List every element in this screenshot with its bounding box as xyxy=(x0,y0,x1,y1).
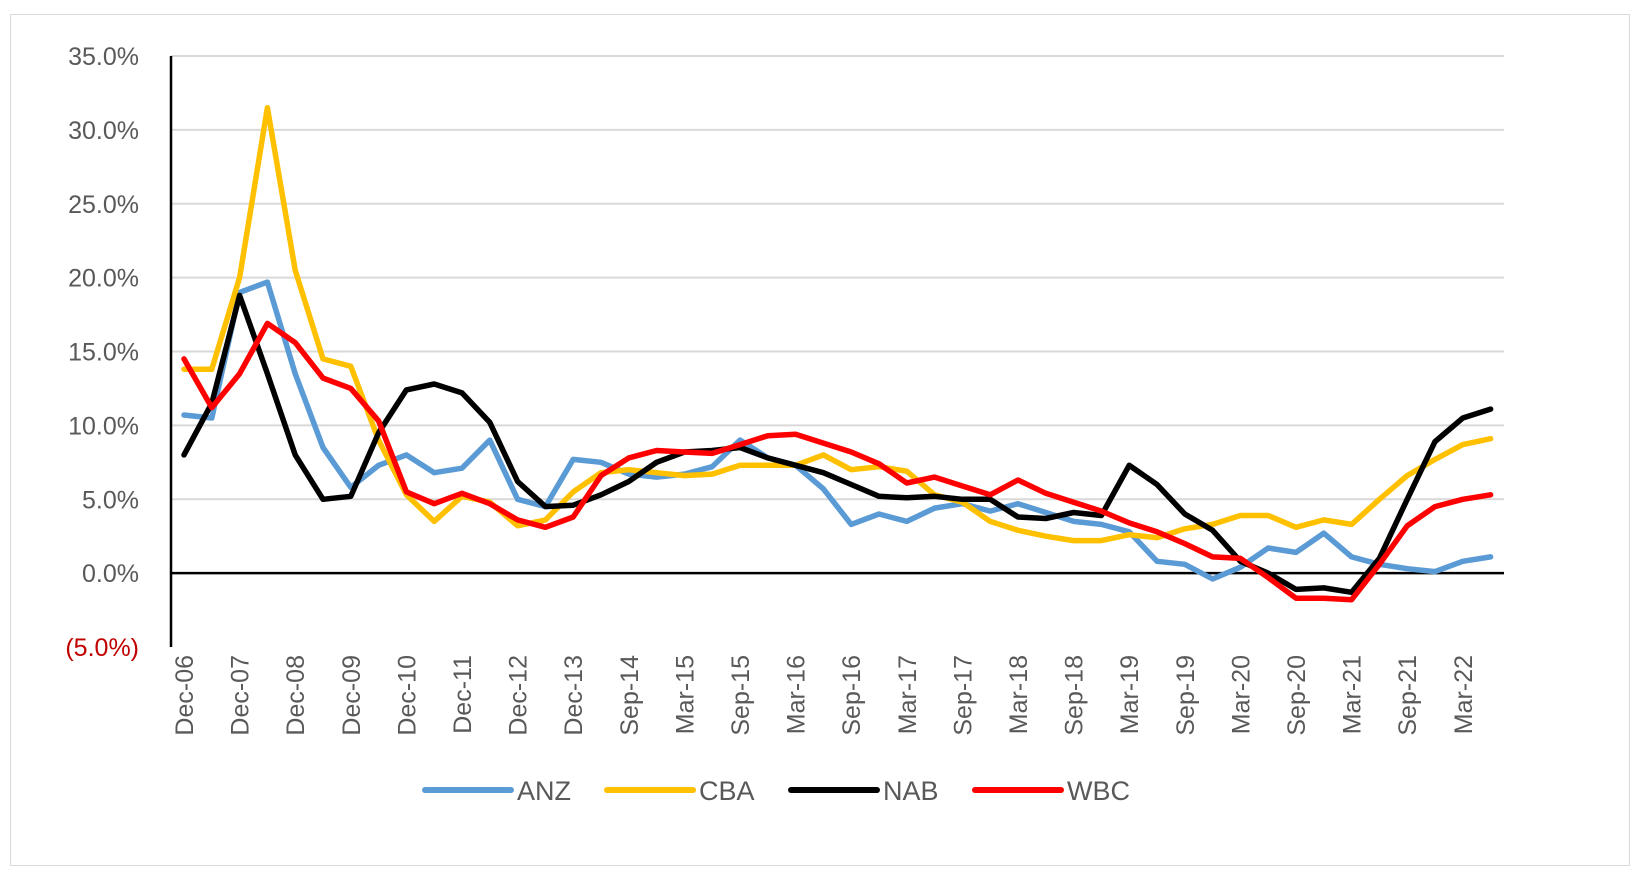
x-tick-label: Sep-19 xyxy=(1172,655,1200,736)
x-tick-label: Mar-21 xyxy=(1339,655,1367,734)
x-tick-label: Mar-22 xyxy=(1450,655,1478,734)
legend-label-anz: ANZ xyxy=(517,776,571,806)
x-tick-label: Dec-12 xyxy=(505,655,533,736)
x-tick-label: Mar-20 xyxy=(1227,655,1255,734)
x-tick-label: Mar-19 xyxy=(1116,655,1144,734)
x-tick-label: Dec-07 xyxy=(227,655,255,736)
x-tick-label: Sep-21 xyxy=(1394,655,1422,736)
legend: ANZ CBA NAB WBC xyxy=(422,776,1130,806)
y-tick-label: 5.0% xyxy=(82,486,139,514)
line-chart: 35.0% 30.0% 25.0% 20.0% 15.0% 10.0% 5.0% 0.0% (5… xyxy=(65,43,1504,806)
series-lines xyxy=(181,104,1494,603)
series-line-wbc xyxy=(181,320,1494,603)
x-axis-tick-labels: Dec-06 Dec-07 Dec-08 Dec-09 Dec-10 Dec-11 Dec-… xyxy=(171,655,1478,736)
x-tick-label: Dec-09 xyxy=(338,655,366,736)
y-tick-label: 15.0% xyxy=(68,339,139,367)
x-tick-label: Mar-16 xyxy=(783,655,811,734)
x-tick-label: Sep-16 xyxy=(838,655,866,736)
x-tick-label: Sep-14 xyxy=(616,655,644,736)
y-tick-label: 25.0% xyxy=(68,191,139,219)
x-tick-label: Dec-13 xyxy=(560,655,588,736)
series-line-anz xyxy=(181,279,1494,582)
x-tick-label: Sep-20 xyxy=(1283,655,1311,736)
x-tick-label: Mar-17 xyxy=(894,655,922,734)
y-tick-label: (5.0%) xyxy=(65,634,139,662)
legend-label-cba: CBA xyxy=(699,776,755,806)
y-tick-label: 0.0% xyxy=(82,560,139,588)
x-tick-label: Mar-15 xyxy=(671,655,699,734)
x-tick-label: Sep-18 xyxy=(1061,655,1089,736)
legend-label-wbc: WBC xyxy=(1067,776,1130,806)
y-tick-label: 10.0% xyxy=(68,412,139,440)
series-line-nab xyxy=(181,292,1494,596)
x-tick-label: Sep-17 xyxy=(949,655,977,736)
y-tick-label: 20.0% xyxy=(68,265,139,293)
y-tick-label: 30.0% xyxy=(68,117,139,145)
x-tick-label: Sep-15 xyxy=(727,655,755,736)
axes xyxy=(169,56,1504,647)
gridlines xyxy=(171,55,1504,501)
y-axis-tick-labels: 35.0% 30.0% 25.0% 20.0% 15.0% 10.0% 5.0% 0.0% (5… xyxy=(65,43,139,662)
y-tick-label: 35.0% xyxy=(68,43,139,71)
x-tick-label: Dec-11 xyxy=(449,655,477,734)
legend-label-nab: NAB xyxy=(883,776,939,806)
x-tick-label: Dec-06 xyxy=(171,655,199,736)
x-tick-label: Dec-08 xyxy=(282,655,310,736)
x-tick-label: Dec-10 xyxy=(393,655,421,736)
chart-frame: 35.0% 30.0% 25.0% 20.0% 15.0% 10.0% 5.0% 0.0% (5… xyxy=(10,14,1630,866)
x-tick-label: Mar-18 xyxy=(1005,655,1033,734)
